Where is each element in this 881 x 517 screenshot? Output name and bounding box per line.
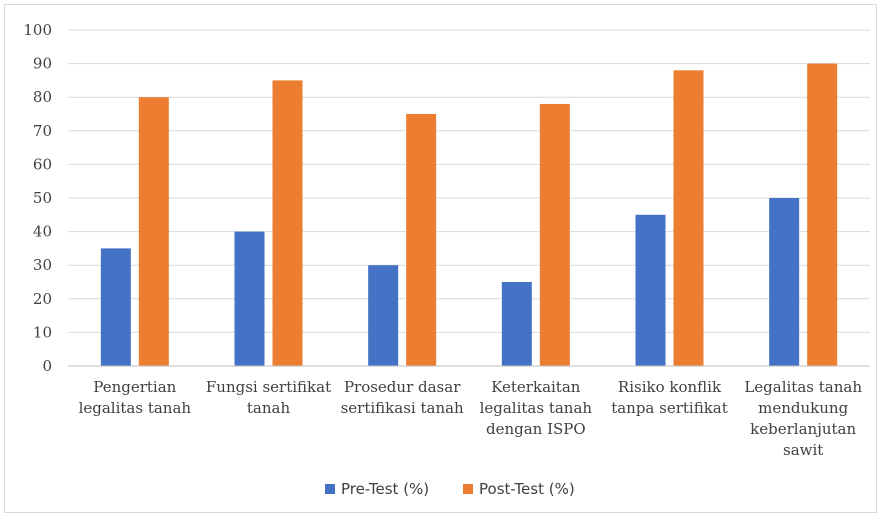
legend: Pre-Test (%) Post-Test (%) (325, 480, 575, 498)
bar-pre-test (368, 265, 399, 366)
y-tick-label: 60 (33, 155, 52, 173)
x-category-label-line: Keterkaitan (491, 378, 581, 396)
y-tick-label: 30 (33, 256, 52, 274)
x-category-label: Keterkaitan legalitas tanah dengan ISPO (480, 378, 593, 438)
x-category-label: Legalitas tanah mendukung keberlanjutan saw… (744, 378, 862, 459)
x-category-label-line: legalitas tanah (480, 399, 593, 417)
x-category-label-line: keberlanjutan (750, 420, 856, 438)
y-tick-label: 20 (33, 290, 52, 308)
y-tick-label: 0 (42, 357, 52, 375)
x-axis-category-labels: Pengertian legalitas tanah Fungsi sertifik… (79, 378, 863, 459)
x-category-label-line: mendukung (758, 399, 848, 417)
bar-post-test (539, 103, 570, 367)
x-category-label: Fungsi sertifikat tanah (206, 378, 331, 417)
bar-post-test (807, 63, 838, 366)
y-tick-label: 40 (33, 223, 52, 241)
y-tick-label: 80 (33, 88, 52, 106)
bar-post-test (272, 80, 303, 367)
bar-post-test (138, 97, 169, 366)
bar-pre-test (501, 282, 532, 366)
bar-post-test (406, 114, 437, 366)
x-category-label-line: Risiko konflik (618, 378, 722, 396)
legend-label: Pre-Test (%) (341, 480, 429, 498)
x-category-label-line: sertifikasi tanah (341, 399, 464, 417)
legend-swatch (325, 484, 335, 494)
x-category-label-line: Legalitas tanah (744, 378, 862, 396)
bar-pre-test (234, 231, 265, 366)
y-axis-tick-labels: 0 10 20 30 40 50 60 70 80 90 100 (23, 21, 52, 375)
x-category-label-line: legalitas tanah (79, 399, 192, 417)
x-category-label: Prosedur dasar sertifikasi tanah (341, 378, 464, 417)
y-tick-label: 70 (33, 122, 52, 140)
legend-swatch (463, 484, 473, 494)
bar-pre-test (100, 248, 131, 366)
x-category-label-line: tanpa sertifikat (611, 399, 728, 417)
x-category-label-line: Prosedur dasar (344, 378, 461, 396)
y-tick-label: 10 (33, 323, 52, 341)
x-category-label: Risiko konflik tanpa sertifikat (611, 378, 728, 417)
x-category-label-line: sawit (783, 441, 823, 459)
x-category-label: Pengertian legalitas tanah (79, 378, 192, 417)
bars (100, 63, 838, 367)
y-tick-label: 100 (23, 21, 52, 39)
bar-pre-test (769, 198, 800, 366)
gridlines (68, 29, 870, 333)
x-category-label-line: tanah (247, 399, 291, 417)
y-tick-label: 50 (33, 189, 52, 207)
legend-label: Post-Test (%) (479, 480, 575, 498)
x-category-label-line: dengan ISPO (486, 420, 586, 438)
y-tick-label: 90 (33, 55, 52, 73)
x-category-label-line: Pengertian (93, 378, 176, 396)
bar-pre-test (635, 214, 666, 366)
x-category-label-line: Fungsi sertifikat (206, 378, 331, 396)
bar-post-test (673, 70, 704, 366)
